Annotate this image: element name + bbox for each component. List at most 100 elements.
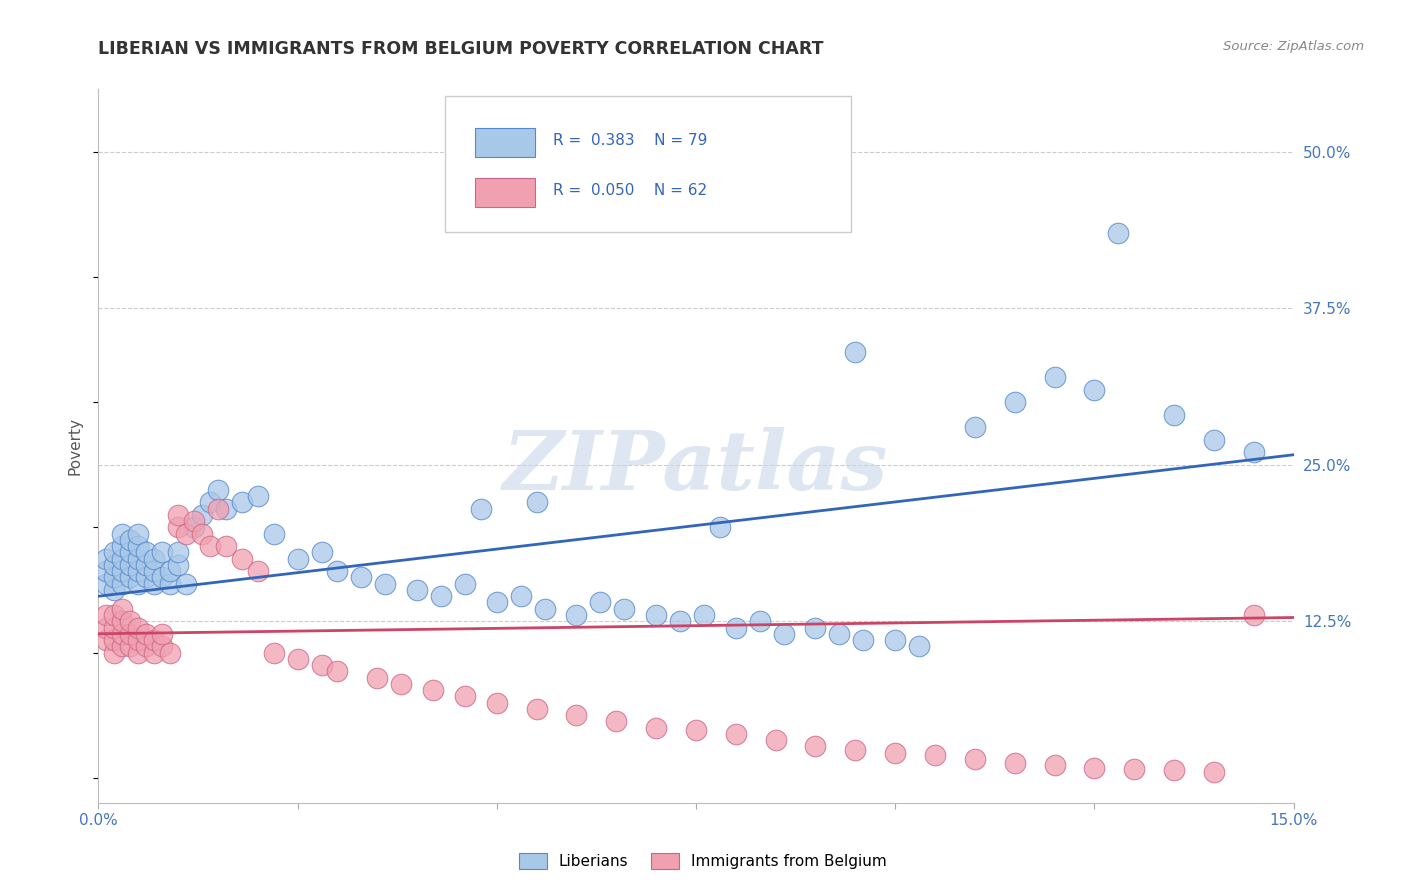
Point xyxy=(589,595,612,609)
Point xyxy=(844,743,866,757)
Point xyxy=(120,558,142,572)
Point xyxy=(167,520,190,534)
Point xyxy=(772,627,794,641)
Legend: Liberians, Immigrants from Belgium: Liberians, Immigrants from Belgium xyxy=(513,847,893,875)
Point xyxy=(485,696,508,710)
Point xyxy=(748,614,770,628)
Point xyxy=(215,539,238,553)
Point xyxy=(828,627,851,641)
FancyBboxPatch shape xyxy=(475,128,534,157)
Text: Source: ZipAtlas.com: Source: ZipAtlas.com xyxy=(1223,40,1364,54)
Point xyxy=(150,640,173,654)
Point xyxy=(246,489,269,503)
Point xyxy=(103,558,125,572)
Point xyxy=(1163,408,1185,422)
Point xyxy=(1202,764,1225,779)
Point xyxy=(96,607,118,622)
Point xyxy=(263,646,285,660)
Point xyxy=(120,640,142,654)
Point xyxy=(191,526,214,541)
Point xyxy=(804,621,827,635)
Point xyxy=(311,658,333,673)
Point xyxy=(1123,762,1146,776)
Point xyxy=(908,640,931,654)
Point xyxy=(852,633,875,648)
Point xyxy=(470,501,492,516)
Point xyxy=(127,526,149,541)
Point xyxy=(1043,758,1066,772)
Point xyxy=(111,601,134,615)
Point xyxy=(645,607,668,622)
Point xyxy=(724,621,747,635)
Point xyxy=(143,646,166,660)
Point xyxy=(183,514,205,528)
Text: LIBERIAN VS IMMIGRANTS FROM BELGIUM POVERTY CORRELATION CHART: LIBERIAN VS IMMIGRANTS FROM BELGIUM POVE… xyxy=(98,40,824,58)
Point xyxy=(1163,764,1185,778)
Point xyxy=(143,551,166,566)
Point xyxy=(533,601,555,615)
FancyBboxPatch shape xyxy=(475,178,534,207)
Point xyxy=(326,564,349,578)
Point xyxy=(111,614,134,628)
Point xyxy=(454,576,477,591)
Point xyxy=(198,495,221,509)
Point xyxy=(135,640,157,654)
Point xyxy=(183,520,205,534)
Point xyxy=(111,576,134,591)
Point xyxy=(120,614,142,628)
Point xyxy=(1043,370,1066,384)
Point xyxy=(844,345,866,359)
Point xyxy=(422,683,444,698)
FancyBboxPatch shape xyxy=(444,96,852,232)
Point xyxy=(454,690,477,704)
Point xyxy=(127,646,149,660)
Point xyxy=(366,671,388,685)
Point xyxy=(135,545,157,559)
Point xyxy=(120,545,142,559)
Point xyxy=(526,495,548,509)
Point xyxy=(613,601,636,615)
Point xyxy=(96,576,118,591)
Point xyxy=(111,539,134,553)
Point xyxy=(884,746,907,760)
Point xyxy=(143,564,166,578)
Point xyxy=(287,652,309,666)
Point xyxy=(509,589,531,603)
Point xyxy=(120,627,142,641)
Point xyxy=(693,607,716,622)
Point xyxy=(724,727,747,741)
Point xyxy=(1202,433,1225,447)
Text: R =  0.383    N = 79: R = 0.383 N = 79 xyxy=(553,133,707,148)
Point xyxy=(231,495,253,509)
Point xyxy=(605,714,627,729)
Point xyxy=(120,570,142,584)
Point xyxy=(1083,383,1105,397)
Point xyxy=(685,723,707,738)
Point xyxy=(127,576,149,591)
Point xyxy=(103,607,125,622)
Point xyxy=(374,576,396,591)
Point xyxy=(135,558,157,572)
Point xyxy=(406,582,429,597)
Point xyxy=(159,564,181,578)
Point xyxy=(207,501,229,516)
Text: R =  0.050    N = 62: R = 0.050 N = 62 xyxy=(553,183,707,198)
Point xyxy=(150,545,173,559)
Point xyxy=(111,640,134,654)
Text: ZIPatlas: ZIPatlas xyxy=(503,427,889,508)
Point xyxy=(924,748,946,763)
Point xyxy=(565,607,588,622)
Point xyxy=(143,633,166,648)
Y-axis label: Poverty: Poverty xyxy=(67,417,83,475)
Point xyxy=(127,551,149,566)
Point xyxy=(174,576,197,591)
Point xyxy=(645,721,668,735)
Point xyxy=(167,545,190,559)
Point xyxy=(565,708,588,723)
Point xyxy=(174,526,197,541)
Point xyxy=(287,551,309,566)
Point xyxy=(103,570,125,584)
Point xyxy=(1004,395,1026,409)
Point xyxy=(1107,226,1129,240)
Point xyxy=(1083,761,1105,775)
